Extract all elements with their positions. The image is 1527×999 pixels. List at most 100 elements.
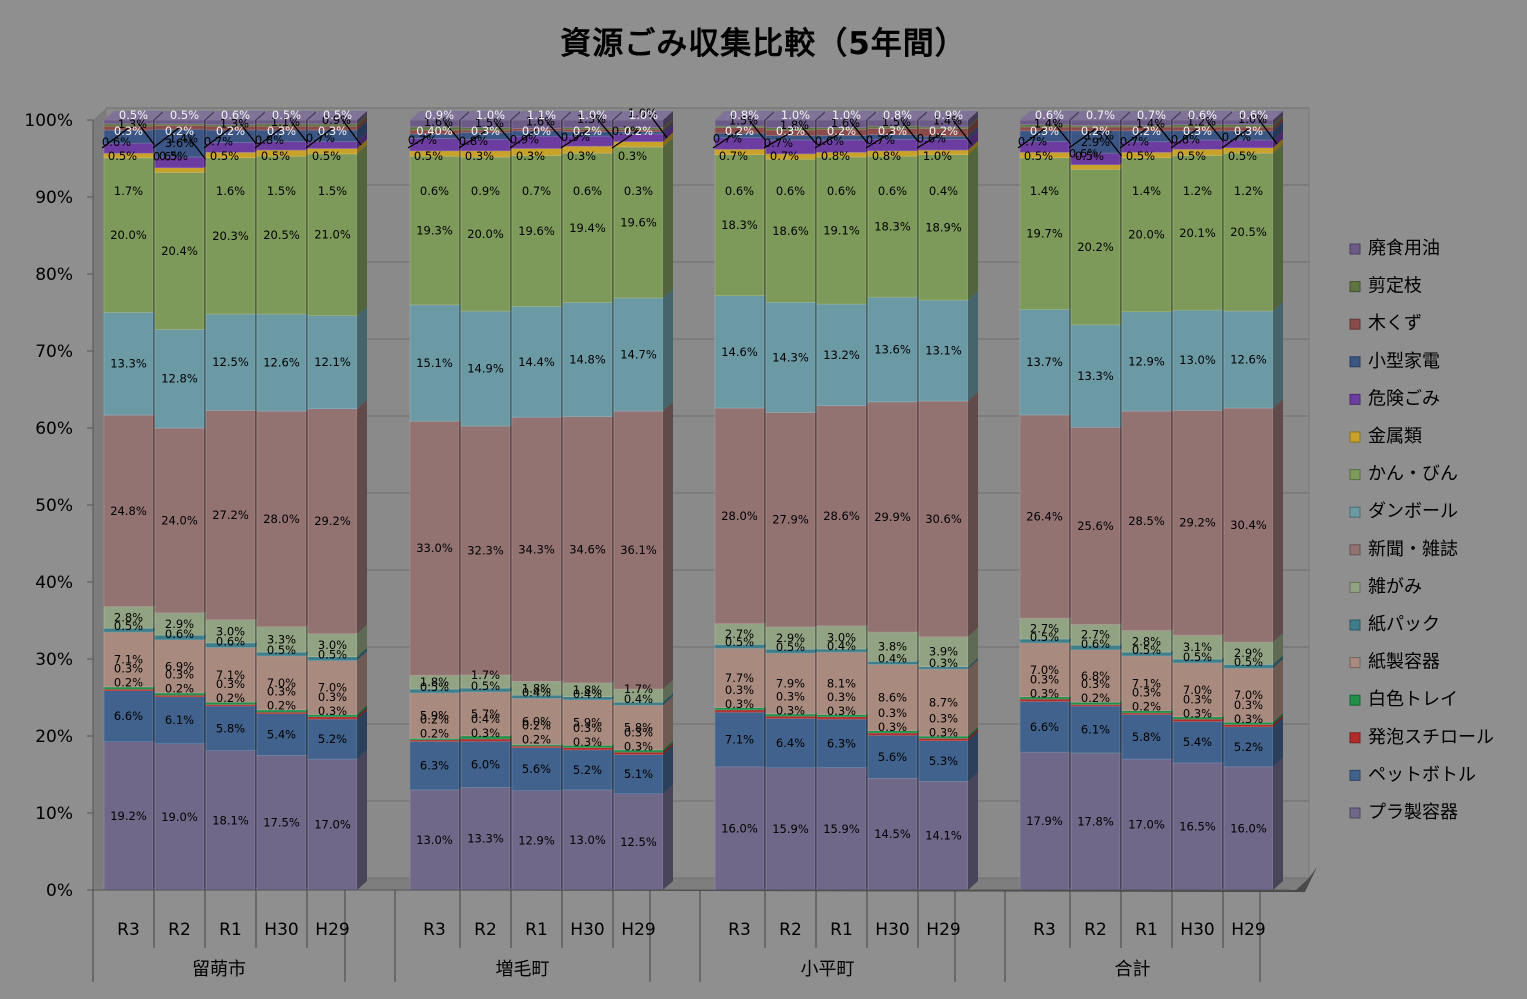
data-label: 0.3% xyxy=(827,690,856,704)
data-label: 0.5% xyxy=(776,640,805,654)
data-label: 0.3% xyxy=(1030,124,1059,138)
data-label: 2.8% xyxy=(1132,634,1161,648)
data-label: 32.3% xyxy=(467,543,504,557)
data-label: 0.6% xyxy=(1239,108,1268,122)
data-label: 0.5% xyxy=(312,149,341,163)
data-label: 0.3% xyxy=(1183,706,1212,720)
data-label: 0.8% xyxy=(821,149,850,163)
data-label: 5.7% xyxy=(471,707,500,721)
bar-segment xyxy=(816,767,867,891)
bar-segment xyxy=(562,302,613,417)
x-tick-label: R2 xyxy=(1084,920,1107,940)
data-label: 0.3% xyxy=(318,704,347,718)
leader-line xyxy=(712,129,740,149)
bar-segment xyxy=(816,156,867,305)
data-label: 34.6% xyxy=(569,543,606,557)
data-label: 24.8% xyxy=(110,504,147,518)
data-label: 18.9% xyxy=(925,220,962,234)
data-label: 7.1% xyxy=(725,732,754,746)
legend-swatch xyxy=(1349,732,1361,744)
bar-segment-side xyxy=(968,627,978,667)
data-label: 8.7% xyxy=(929,696,958,710)
bar-segment-side xyxy=(1273,659,1283,723)
data-label: 0.6% xyxy=(725,184,754,198)
data-label: 0.5% xyxy=(1177,149,1206,163)
legend-label: プラ製容器 xyxy=(1368,802,1458,823)
bar-segment-side xyxy=(663,137,673,298)
data-label: 0.5% xyxy=(420,680,449,694)
data-label: 0.2% xyxy=(1132,699,1161,713)
data-label: 30.6% xyxy=(925,512,962,526)
bar-segment xyxy=(816,303,867,406)
data-label: 0.7% xyxy=(1018,135,1047,149)
data-label: 20.2% xyxy=(1077,240,1114,254)
bar-segment-side xyxy=(968,729,978,741)
data-label: 5.8% xyxy=(624,721,653,735)
x-tick-label: H29 xyxy=(926,920,960,940)
data-label: 0.5% xyxy=(159,149,188,163)
data-label: 0.2% xyxy=(165,124,194,138)
leader-line xyxy=(865,130,893,149)
leader-line xyxy=(137,123,158,149)
bar-top xyxy=(410,111,469,120)
x-tick-label: R1 xyxy=(525,920,548,940)
bar-segment-side xyxy=(968,127,978,140)
leader-line xyxy=(597,118,617,142)
y-tick-label: 100% xyxy=(24,111,73,131)
data-label: 19.4% xyxy=(569,221,606,235)
data-label: 2.9% xyxy=(776,631,805,645)
legend-swatch xyxy=(1349,356,1361,368)
bar-segment xyxy=(613,704,664,751)
legend-label: かん・びん xyxy=(1368,464,1458,485)
data-label: 0.3% xyxy=(1234,698,1263,712)
data-label: 0.2% xyxy=(827,124,856,138)
data-label: 16.0% xyxy=(1230,821,1267,835)
data-label: 0.7% xyxy=(719,149,748,163)
data-label: 5.4% xyxy=(1183,735,1212,749)
data-label: 0.4% xyxy=(929,184,958,198)
data-label: 0.3% xyxy=(516,149,545,163)
data-label: 34.3% xyxy=(518,542,555,556)
data-label: 7.9% xyxy=(776,676,805,690)
leader-line xyxy=(495,122,515,146)
data-label: 0.5% xyxy=(1075,149,1104,163)
data-label: 7.0% xyxy=(1183,683,1212,697)
legend-label: 発泡スチロール xyxy=(1368,727,1494,748)
bar-segment xyxy=(1121,655,1172,711)
data-label: 0.3% xyxy=(929,712,958,726)
data-label: 0.6% xyxy=(1188,108,1217,122)
bar-segment xyxy=(1172,662,1223,718)
data-label: 0.6% xyxy=(1069,146,1098,160)
bar-segment xyxy=(918,740,969,782)
data-label: 5.8% xyxy=(1132,730,1161,744)
data-label: 0.5% xyxy=(261,149,290,163)
data-label: 7.7% xyxy=(725,671,754,685)
leader-line xyxy=(1170,128,1198,149)
bar-segment xyxy=(460,787,511,891)
data-label: 0.5% xyxy=(725,635,754,649)
bar-segment xyxy=(1172,721,1223,764)
leader-line xyxy=(916,131,944,149)
data-label: 0.3% xyxy=(573,721,602,735)
bar-segment xyxy=(1019,642,1070,698)
data-label: 13.3% xyxy=(467,832,504,846)
bar-top xyxy=(1071,111,1130,120)
leader-line xyxy=(1257,118,1278,145)
data-label: 20.0% xyxy=(467,227,504,241)
data-label: 1.0% xyxy=(578,108,607,122)
bar-segment xyxy=(816,651,867,715)
leader-line xyxy=(101,127,129,149)
data-label: 0.3% xyxy=(1132,685,1161,699)
bar-segment xyxy=(1121,410,1172,631)
legend-label: ペットボトル xyxy=(1368,764,1476,785)
leader-line xyxy=(203,127,231,149)
data-label: 5.8% xyxy=(216,721,245,735)
data-label: 1.6% xyxy=(526,114,555,128)
data-label: 1.8% xyxy=(420,675,449,689)
bar-segment xyxy=(256,626,307,653)
data-label: 0.9% xyxy=(471,184,500,198)
bar-segment-side xyxy=(968,731,978,782)
leader-line xyxy=(901,121,922,146)
legend-swatch xyxy=(1349,318,1361,330)
data-label: 0.4% xyxy=(573,687,602,701)
